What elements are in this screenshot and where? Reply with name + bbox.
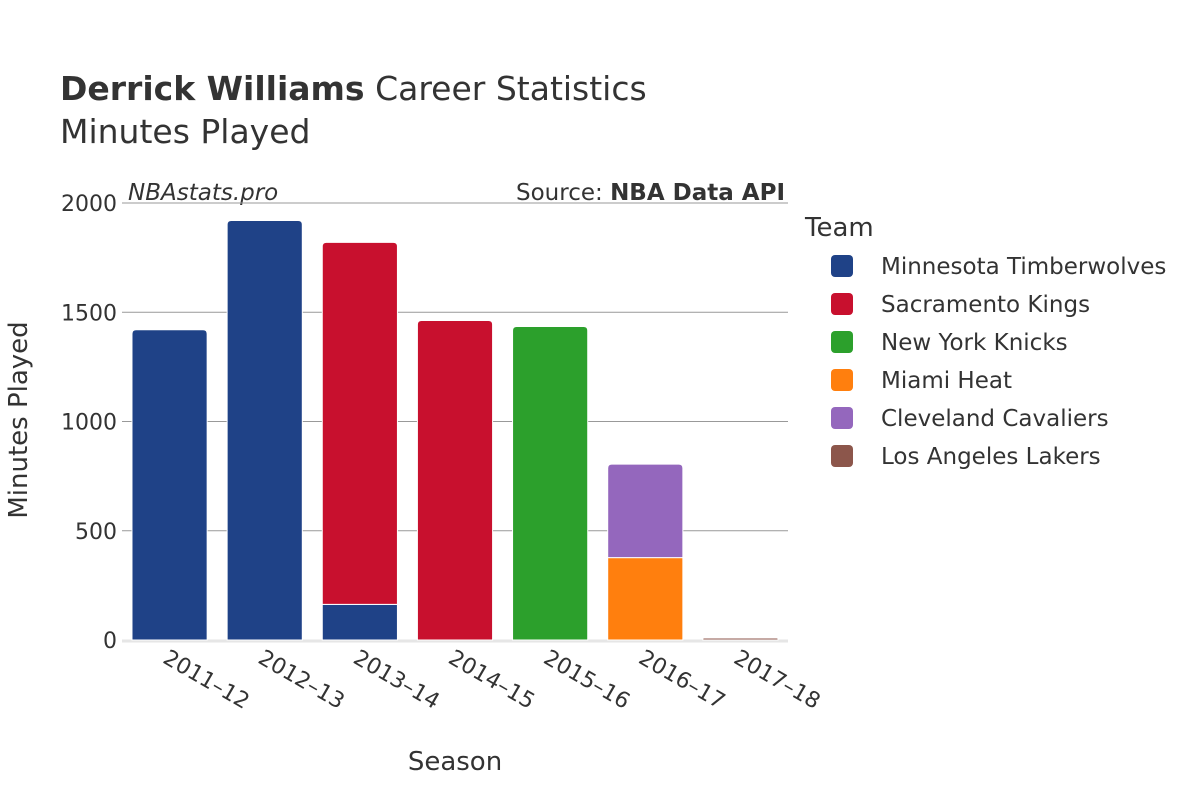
x-tick-label: 2015–16 [539, 646, 634, 715]
legend-label: Miami Heat [881, 368, 1012, 394]
x-tick-label: 2012–13 [254, 646, 349, 715]
x-tick-labels: 2011–12 2012–13 2013–14 2014–15 2015–16 2016–… [159, 646, 825, 715]
y-tick-label: 2000 [61, 192, 117, 217]
legend-swatch [831, 369, 853, 391]
bar-sacramento-kings-2013–14 [321, 241, 398, 605]
legend-swatch [831, 407, 853, 429]
source-prefix: Source: [516, 180, 610, 206]
y-tick-label: 0 [103, 629, 117, 654]
bar-new-york-knicks-2015–16 [512, 325, 589, 641]
legend-swatch [831, 293, 853, 315]
bar-cleveland-cavaliers-2016–17 [607, 463, 684, 559]
x-tick-label: 2011–12 [159, 646, 254, 715]
chart-subtitle: Minutes Played [60, 112, 310, 151]
legend-label: Los Angeles Lakers [881, 444, 1101, 470]
watermark: NBAstats.pro [128, 180, 278, 206]
source-name: NBA Data API [610, 180, 785, 206]
chart-title: Derrick Williams Career Statistics [60, 69, 647, 108]
bar-los-angeles-lakers-2017–18 [702, 637, 779, 641]
y-tick-label: 1000 [61, 411, 117, 436]
bar-miami-heat-2016–17 [607, 557, 684, 641]
legend-label: Minnesota Timberwolves [881, 254, 1166, 280]
x-axis-label: Season [408, 747, 502, 777]
y-tick-labels: 0 500 1000 1500 2000 [61, 192, 117, 654]
legend-label: New York Knicks [881, 330, 1068, 356]
bar-minnesota-timberwolves-2013–14 [321, 603, 398, 641]
x-tick-label: 2017–18 [729, 646, 824, 715]
chart-title-rest: Career Statistics [365, 69, 647, 108]
bars [131, 219, 779, 641]
legend-swatch [831, 255, 853, 277]
legend: Minnesota Timberwolves Sacramento Kings Ne… [831, 254, 1166, 470]
chart-title-bold: Derrick Williams [60, 69, 365, 108]
y-tick-label: 1500 [61, 301, 117, 326]
legend-title: Team [804, 213, 874, 243]
bar-sacramento-kings-2014–15 [416, 320, 494, 641]
y-tick-label: 500 [75, 520, 117, 545]
bar-minnesota-timberwolves-2012–13 [226, 219, 303, 641]
y-axis-label: Minutes Played [4, 321, 34, 518]
legend-swatch [831, 331, 853, 353]
legend-label: Cleveland Cavaliers [881, 406, 1109, 432]
x-tick-label: 2016–17 [634, 646, 729, 715]
legend-label: Sacramento Kings [881, 292, 1090, 318]
source-label: Source: NBA Data API [516, 180, 785, 206]
x-tick-label: 2013–14 [349, 646, 444, 715]
legend-swatch [831, 445, 853, 467]
bar-minnesota-timberwolves-2011–12 [131, 329, 208, 641]
x-tick-label: 2014–15 [444, 646, 539, 715]
